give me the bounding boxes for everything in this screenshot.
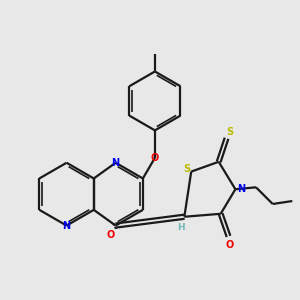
Text: N: N — [112, 158, 120, 168]
Text: O: O — [226, 240, 234, 250]
Text: O: O — [151, 153, 159, 163]
Text: N: N — [237, 184, 245, 194]
Text: S: S — [183, 164, 190, 174]
Text: S: S — [226, 127, 233, 137]
Text: O: O — [106, 230, 115, 240]
Text: N: N — [62, 220, 70, 231]
Text: H: H — [178, 223, 185, 232]
